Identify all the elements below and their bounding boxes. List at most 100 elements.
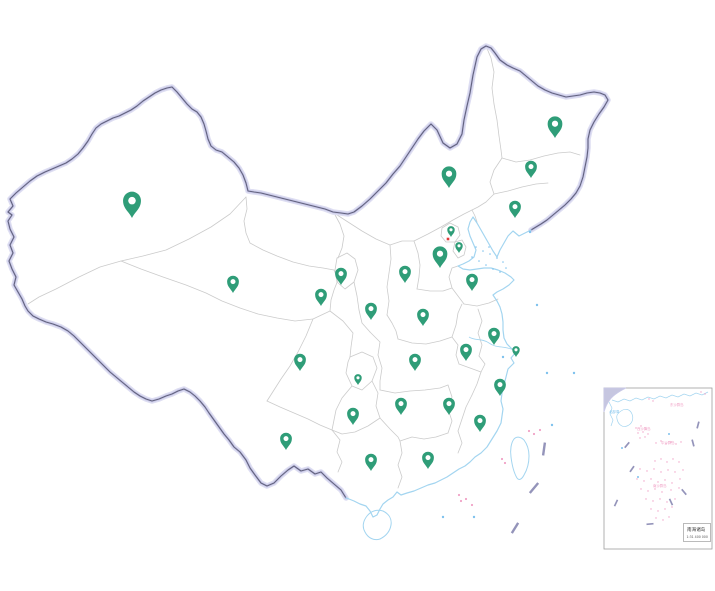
location-pin-guizhou[interactable] xyxy=(347,407,359,425)
location-pin-qinghai[interactable] xyxy=(227,275,239,293)
pin-marker-icon xyxy=(494,378,506,396)
pin-marker-icon xyxy=(466,273,478,291)
pin-marker-icon xyxy=(409,353,421,371)
pin-hole xyxy=(528,164,534,170)
inset-frame xyxy=(603,387,713,550)
location-pin-henan[interactable] xyxy=(417,308,429,326)
location-pin-ningxia[interactable] xyxy=(335,267,347,285)
inset-island-dot-pink xyxy=(655,442,657,444)
island-dot-pink xyxy=(538,428,542,432)
inset-scale-text: 1:31 400 000 xyxy=(687,535,708,539)
pin-hole xyxy=(368,306,374,312)
pin-hole xyxy=(436,250,444,257)
pin-marker-icon xyxy=(354,374,362,385)
inset-label: 南沙群岛 xyxy=(653,483,667,488)
pin-hole xyxy=(412,357,418,363)
location-pin-shanghai[interactable] xyxy=(512,346,520,357)
location-pin-guangxi[interactable] xyxy=(365,453,377,471)
island-dot-pink xyxy=(457,493,461,497)
location-pin-hubei[interactable] xyxy=(409,353,421,371)
pin-marker-icon xyxy=(441,166,457,188)
dash-line-segment xyxy=(668,498,674,506)
pin-marker-icon xyxy=(395,397,407,415)
inset-island-dot-pink xyxy=(640,488,642,490)
pin-hole xyxy=(477,418,483,424)
location-pin-zhejiang[interactable] xyxy=(494,378,506,396)
pin-marker-icon xyxy=(280,432,292,450)
location-pin-hebei[interactable] xyxy=(432,246,448,268)
location-pin-beijing[interactable] xyxy=(447,226,455,237)
pin-hole xyxy=(445,170,453,177)
inset-island-dot-pink xyxy=(640,425,642,427)
inset-caption-box xyxy=(683,523,711,542)
pin-marker-icon xyxy=(432,246,448,268)
location-pin-inner-mongolia[interactable] xyxy=(441,166,457,188)
inset-island-dot-pink xyxy=(670,489,672,491)
pin-marker-icon xyxy=(123,191,141,218)
inset-island-dot-pink xyxy=(662,519,664,521)
inset-caption: 南海诸岛 xyxy=(687,526,706,533)
inset-islands-pink xyxy=(635,391,706,521)
province-borders xyxy=(27,45,581,489)
location-pin-fujian[interactable] xyxy=(474,414,486,432)
inset-island-dot-blue xyxy=(637,476,639,478)
location-pin-gansu[interactable] xyxy=(315,288,327,306)
pin-hole xyxy=(420,312,426,318)
location-pin-xinjiang[interactable] xyxy=(123,191,141,218)
inset-island-dot-pink xyxy=(700,391,702,393)
inset-island-dot-pink xyxy=(645,498,647,500)
pin-hole xyxy=(497,382,503,388)
inset-island-dot-pink xyxy=(639,437,641,439)
location-pin-jiangsu[interactable] xyxy=(488,327,500,345)
pin-marker-icon xyxy=(455,242,463,253)
island-dot-pink xyxy=(459,499,463,503)
inset-island-dot-pink xyxy=(674,471,676,473)
mainland-landmass xyxy=(8,46,608,517)
pin-hole xyxy=(512,204,518,210)
sea-stipple-dot xyxy=(505,267,507,269)
inset-label: 西沙群岛 xyxy=(637,426,651,431)
location-pin-hunan[interactable] xyxy=(395,397,407,415)
location-pin-tianjin[interactable] xyxy=(455,242,463,253)
pin-marker-icon xyxy=(488,327,500,345)
pin-hole xyxy=(283,436,289,442)
offshore-islands-blue xyxy=(441,230,576,519)
inset-island-dot-pink xyxy=(650,508,652,510)
location-pin-jiangxi[interactable] xyxy=(443,397,455,415)
dash-line-segment xyxy=(646,522,654,526)
location-pin-shaanxi[interactable] xyxy=(365,302,377,320)
location-pin-guangdong[interactable] xyxy=(422,451,434,469)
location-pin-liaoning[interactable] xyxy=(509,200,521,218)
location-pin-shanxi[interactable] xyxy=(399,265,411,283)
location-pin-chongqing[interactable] xyxy=(354,374,362,385)
inset-coastline xyxy=(611,391,709,403)
pin-marker-icon xyxy=(315,288,327,306)
location-pin-shandong[interactable] xyxy=(466,273,478,291)
sea-stipple-dot xyxy=(471,256,473,258)
inset-island-dot-blue xyxy=(668,433,670,435)
dash-line-segment xyxy=(528,482,540,494)
pin-marker-icon xyxy=(422,451,434,469)
inset-island-dot-pink xyxy=(652,500,654,502)
island-dot-pink xyxy=(527,429,531,433)
inset-island-dot-pink xyxy=(646,470,648,472)
inset-island-dot-pink xyxy=(660,440,662,442)
dash-line-segment xyxy=(510,522,520,534)
island-dot-blue xyxy=(501,355,505,359)
pin-marker-icon xyxy=(417,308,429,326)
inset-island-dot-pink xyxy=(678,487,680,489)
location-pin-yunnan[interactable] xyxy=(280,432,292,450)
inset-hainan-island xyxy=(616,408,634,427)
pin-hole xyxy=(402,269,408,275)
pin-hole xyxy=(230,279,236,285)
island-dot-blue xyxy=(528,230,532,234)
inset-island-dot-pink xyxy=(671,506,673,508)
island-dot-pink xyxy=(532,432,536,436)
capital-dot xyxy=(446,237,450,241)
location-pin-heilongjiang[interactable] xyxy=(547,116,563,138)
location-pin-jilin[interactable] xyxy=(525,160,537,178)
location-pin-anhui[interactable] xyxy=(460,343,472,361)
inset-island-dot-pink xyxy=(657,510,659,512)
inset-gulf-coast xyxy=(608,401,614,427)
location-pin-sichuan[interactable] xyxy=(294,353,306,371)
